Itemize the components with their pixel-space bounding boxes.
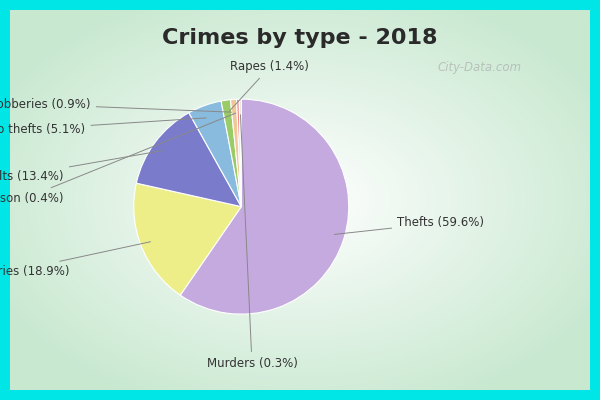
Text: Rapes (1.4%): Rapes (1.4%) [230, 60, 310, 111]
Wedge shape [136, 113, 241, 207]
Text: Thefts (59.6%): Thefts (59.6%) [334, 216, 484, 234]
Text: Robberies (0.9%): Robberies (0.9%) [0, 98, 232, 112]
Wedge shape [239, 99, 241, 207]
Text: Murders (0.3%): Murders (0.3%) [206, 115, 298, 370]
Wedge shape [189, 101, 241, 207]
Text: Crimes by type - 2018: Crimes by type - 2018 [162, 28, 438, 48]
Wedge shape [236, 99, 241, 207]
Text: Auto thefts (5.1%): Auto thefts (5.1%) [0, 118, 206, 136]
Wedge shape [230, 99, 241, 207]
Text: Burglaries (18.9%): Burglaries (18.9%) [0, 242, 151, 278]
Text: Assaults (13.4%): Assaults (13.4%) [0, 150, 163, 183]
Wedge shape [180, 99, 349, 314]
Wedge shape [221, 100, 241, 207]
Text: City-Data.com: City-Data.com [438, 62, 522, 74]
Text: Arson (0.4%): Arson (0.4%) [0, 113, 236, 204]
Wedge shape [134, 183, 241, 295]
